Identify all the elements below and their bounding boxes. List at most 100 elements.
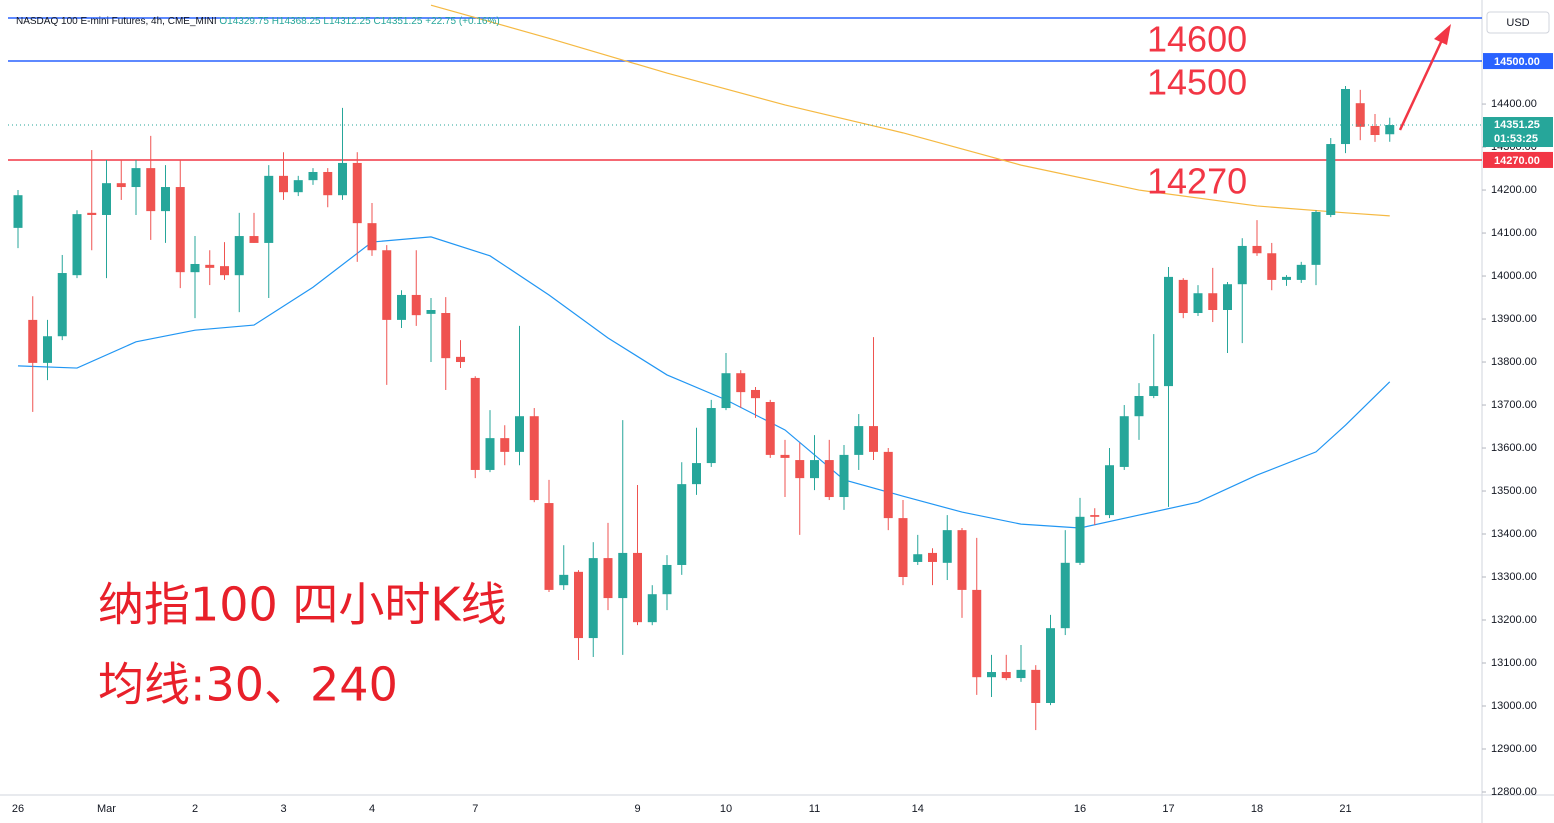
- y-tick-label: 14400.00: [1491, 98, 1537, 110]
- x-tick-label: 26: [12, 803, 24, 815]
- candle-body: [1223, 284, 1232, 311]
- level-price-label: 14270.00: [1494, 155, 1540, 167]
- candle-body: [588, 558, 598, 639]
- candle-body: [1178, 279, 1188, 314]
- candle-body: [367, 223, 377, 251]
- countdown: 01:53:25: [1494, 133, 1538, 145]
- candle-body: [515, 416, 524, 452]
- candle-body: [352, 162, 362, 224]
- candle-body: [721, 373, 731, 409]
- candle-body: [1355, 103, 1365, 127]
- x-tick-label: 17: [1162, 803, 1174, 815]
- x-tick-label: 10: [720, 803, 732, 815]
- candle-body: [441, 313, 451, 359]
- candle-body: [470, 377, 480, 470]
- candle-body: [397, 294, 406, 320]
- candle-body: [1237, 245, 1247, 285]
- y-tick-label: 13900.00: [1491, 313, 1537, 325]
- level-annotation: 14270: [1147, 160, 1247, 201]
- candle-body: [1164, 276, 1173, 387]
- note: 纳指100 四小时K线: [98, 578, 507, 632]
- candle-body: [972, 589, 982, 678]
- candle-body: [662, 564, 672, 595]
- candle-body: [706, 408, 716, 464]
- symbol: NASDAQ 100 E-mini Futures, 4h, CME_MINI: [16, 16, 217, 27]
- candle-body: [146, 168, 156, 212]
- candle-body: [28, 319, 38, 363]
- candle-body: [1385, 125, 1395, 135]
- candle-body: [338, 162, 347, 196]
- candle-body: [544, 503, 554, 590]
- arrow: [1398, 39, 1444, 131]
- arrow-head: [1434, 24, 1451, 45]
- candle-body: [780, 454, 790, 458]
- candle-body: [293, 180, 303, 193]
- candle-body: [1267, 253, 1277, 280]
- y-tick-label: 13500.00: [1491, 485, 1537, 497]
- x-tick-label: 16: [1074, 803, 1086, 815]
- candle-body: [323, 171, 333, 196]
- plot: [8, 4, 1482, 731]
- y-tick-label: 14100.00: [1491, 227, 1537, 239]
- last-price-box: [1483, 117, 1553, 148]
- candle-body: [1252, 245, 1262, 254]
- candle-body: [1370, 125, 1380, 136]
- last-price-label: 14351.25: [1494, 119, 1540, 131]
- candle-body: [234, 236, 244, 276]
- candle-body: [854, 426, 864, 455]
- x-tick-label: 9: [634, 803, 640, 815]
- header: NASDAQ 100 E-mini Futures, 4h, CME_MINI …: [16, 16, 500, 27]
- candle-body: [13, 195, 23, 228]
- candle-body: [1193, 293, 1203, 314]
- level-annotation: 14500: [1147, 62, 1247, 103]
- currency-label[interactable]: USD: [1506, 17, 1529, 29]
- candle-body: [633, 552, 642, 623]
- level-price-box: [1483, 151, 1553, 168]
- candle-body: [869, 426, 878, 452]
- candle-body: [1149, 386, 1159, 396]
- candle-body: [456, 356, 465, 363]
- candle-body: [116, 183, 126, 188]
- candle-body: [647, 594, 657, 623]
- x-tick-label: 7: [472, 803, 478, 815]
- level-price-label: 14500.00: [1494, 56, 1540, 68]
- candle-body: [957, 530, 967, 590]
- candle-body: [529, 416, 539, 501]
- candle-body: [810, 460, 819, 479]
- y-tick-label: 13200.00: [1491, 614, 1537, 626]
- x-tick-label: 11: [809, 803, 820, 815]
- y-tick-label: 13800.00: [1491, 356, 1537, 368]
- candle-body: [898, 518, 908, 578]
- candle-body: [426, 310, 436, 314]
- candle-body: [1341, 89, 1350, 145]
- level-annotation: 14600: [1147, 19, 1247, 60]
- candle-body: [928, 552, 937, 562]
- candle-body: [131, 168, 141, 188]
- candle-body: [485, 438, 495, 470]
- candle-body: [1060, 562, 1070, 629]
- currency-button[interactable]: [1486, 11, 1550, 34]
- candle-body: [913, 554, 923, 562]
- x-tick-label: 2: [192, 803, 198, 815]
- y-tick-label: 13700.00: [1491, 399, 1537, 411]
- candle-body: [987, 672, 996, 678]
- candle-body: [43, 336, 52, 363]
- candle-body: [411, 294, 421, 316]
- open-value: O14329.75: [219, 16, 269, 27]
- x-tick-label: 18: [1251, 803, 1263, 815]
- candle-body: [765, 402, 775, 455]
- candle-body: [500, 438, 510, 452]
- candle-body: [87, 212, 97, 215]
- candle-body: [161, 187, 170, 212]
- y-tick-label: 13600.00: [1491, 442, 1537, 454]
- candle-body: [308, 171, 318, 181]
- candle-body: [603, 558, 613, 599]
- candle-body: [1016, 669, 1026, 679]
- candle-body: [942, 530, 952, 563]
- candle-body: [574, 571, 583, 639]
- candle-body: [1090, 515, 1100, 517]
- candle-body: [736, 373, 746, 393]
- candle-body: [1046, 628, 1055, 703]
